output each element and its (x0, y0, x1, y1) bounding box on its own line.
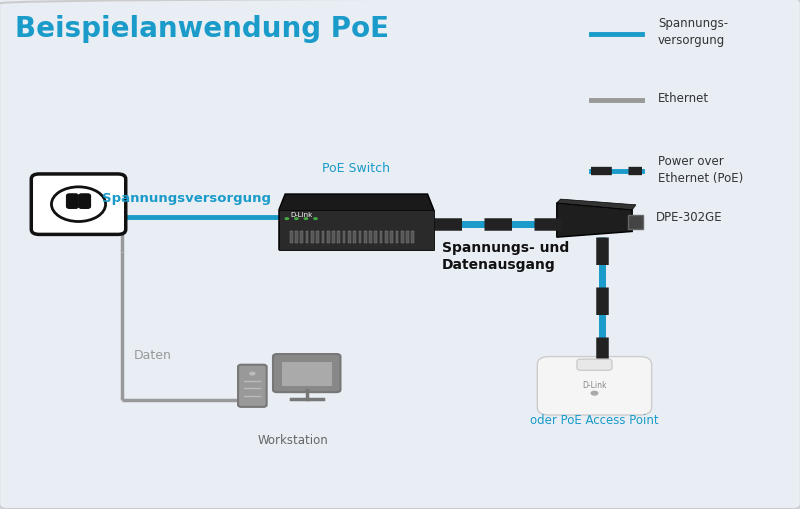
Text: PoE Switch: PoE Switch (322, 161, 390, 175)
FancyBboxPatch shape (354, 232, 356, 244)
FancyBboxPatch shape (67, 195, 78, 209)
FancyBboxPatch shape (342, 232, 346, 244)
Circle shape (590, 391, 598, 396)
Circle shape (303, 218, 308, 221)
FancyBboxPatch shape (316, 232, 319, 244)
FancyBboxPatch shape (369, 232, 372, 244)
Circle shape (313, 218, 318, 221)
FancyBboxPatch shape (327, 232, 330, 244)
Polygon shape (557, 204, 632, 238)
FancyBboxPatch shape (332, 232, 335, 244)
Text: Beispielanwendung PoE: Beispielanwendung PoE (15, 15, 389, 43)
FancyBboxPatch shape (31, 175, 126, 235)
Text: DPE-302GE: DPE-302GE (656, 211, 722, 224)
Text: Ethernet: Ethernet (658, 92, 709, 105)
FancyBboxPatch shape (322, 232, 324, 244)
Polygon shape (279, 194, 434, 250)
FancyBboxPatch shape (401, 232, 404, 244)
Text: Spannungsversorgung: Spannungsversorgung (102, 192, 271, 205)
Text: oder PoE Access Point: oder PoE Access Point (530, 414, 658, 427)
FancyBboxPatch shape (411, 232, 414, 244)
Polygon shape (279, 210, 434, 250)
FancyBboxPatch shape (406, 232, 409, 244)
Circle shape (294, 218, 298, 221)
FancyBboxPatch shape (282, 362, 332, 386)
FancyBboxPatch shape (628, 216, 642, 229)
FancyBboxPatch shape (311, 232, 314, 244)
FancyBboxPatch shape (79, 195, 90, 209)
FancyBboxPatch shape (395, 232, 398, 244)
Text: Power over
Ethernet (PoE): Power over Ethernet (PoE) (658, 154, 743, 184)
Circle shape (249, 372, 255, 376)
FancyBboxPatch shape (358, 232, 362, 244)
FancyBboxPatch shape (374, 232, 377, 244)
FancyBboxPatch shape (390, 232, 393, 244)
FancyBboxPatch shape (380, 232, 382, 244)
Text: Spannungs- und
Datenausgang: Spannungs- und Datenausgang (442, 240, 569, 271)
FancyBboxPatch shape (348, 232, 350, 244)
Polygon shape (557, 200, 636, 210)
Circle shape (51, 187, 106, 222)
Text: D-Link: D-Link (582, 380, 606, 389)
Circle shape (285, 218, 290, 221)
FancyBboxPatch shape (385, 232, 388, 244)
FancyBboxPatch shape (273, 354, 341, 392)
FancyBboxPatch shape (338, 232, 340, 244)
FancyBboxPatch shape (538, 357, 652, 415)
Text: D-Link: D-Link (291, 211, 313, 217)
FancyBboxPatch shape (290, 232, 293, 244)
FancyBboxPatch shape (295, 232, 298, 244)
FancyBboxPatch shape (300, 232, 303, 244)
FancyBboxPatch shape (238, 365, 266, 407)
FancyBboxPatch shape (364, 232, 366, 244)
FancyBboxPatch shape (306, 232, 309, 244)
FancyBboxPatch shape (577, 359, 612, 371)
Text: Workstation: Workstation (258, 433, 328, 446)
Text: Daten: Daten (134, 348, 171, 361)
Text: Spannungs-
versorgung: Spannungs- versorgung (658, 17, 728, 47)
